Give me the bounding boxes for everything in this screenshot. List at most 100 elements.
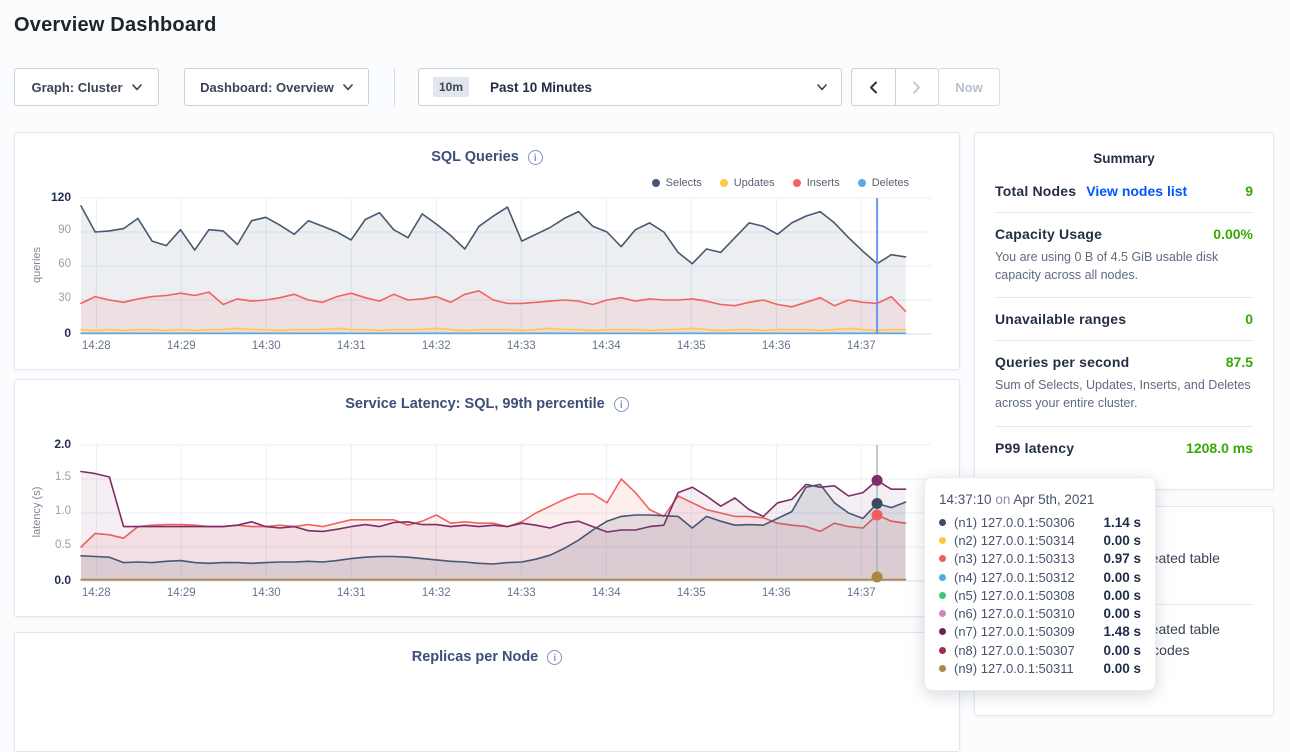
y-axis-tick: 60 <box>21 258 71 270</box>
y-axis-tick: 1.0 <box>21 505 71 517</box>
info-icon[interactable]: i <box>547 650 562 665</box>
series-color-dot <box>939 592 946 599</box>
info-icon[interactable]: i <box>528 150 543 165</box>
chart-title: Replicas per Node <box>412 649 539 665</box>
tooltip-row: (n2) 127.0.0.1:50314 0.00 s <box>939 531 1141 549</box>
toolbar-divider <box>394 68 395 106</box>
node-address: (n4) 127.0.0.1:50312 <box>954 570 1095 585</box>
summary-value: 1208.0 ms <box>1186 440 1253 456</box>
series-color-dot <box>939 610 946 617</box>
x-axis-tick: 14:30 <box>236 587 296 599</box>
x-axis-tick: 14:30 <box>236 340 296 352</box>
node-address: (n1) 127.0.0.1:50306 <box>954 515 1095 530</box>
x-axis-tick: 14:35 <box>661 340 721 352</box>
summary-description: Sum of Selects, Updates, Inserts, and De… <box>995 376 1253 412</box>
now-button[interactable]: Now <box>938 68 1000 106</box>
node-latency-value: 0.00 s <box>1103 643 1141 658</box>
series-color-dot <box>939 647 946 654</box>
tooltip-row: (n1) 127.0.0.1:50306 1.14 s <box>939 513 1141 531</box>
legend-item-selects: Selects <box>652 177 702 189</box>
time-nav-group <box>851 68 939 106</box>
time-back-button[interactable] <box>852 69 896 105</box>
node-latency-value: 0.00 s <box>1103 661 1141 676</box>
page-title: Overview Dashboard <box>14 14 217 37</box>
node-address: (n6) 127.0.0.1:50310 <box>954 606 1095 621</box>
summary-value: 0.00% <box>1213 226 1253 242</box>
chart-legend: Selects Updates Inserts Deletes <box>652 177 909 189</box>
x-axis-tick: 14:34 <box>576 587 636 599</box>
service-latency-plot-area[interactable] <box>81 445 931 581</box>
chevron-down-icon <box>132 84 142 91</box>
time-forward-button[interactable] <box>896 69 939 105</box>
tooltip-timestamp: 14:37:10 on Apr 5th, 2021 <box>939 492 1141 507</box>
y-axis-tick: 0.5 <box>21 539 71 551</box>
summary-description: You are using 0 B of 4.5 GiB usable disk… <box>995 248 1253 284</box>
node-address: (n7) 127.0.0.1:50309 <box>954 624 1095 639</box>
legend-label: Deletes <box>872 177 909 189</box>
time-range-dropdown[interactable]: 10m Past 10 Minutes <box>418 68 842 106</box>
summary-value: 87.5 <box>1226 354 1253 370</box>
info-icon[interactable]: i <box>614 397 629 412</box>
sql-queries-plot-area[interactable] <box>81 198 931 334</box>
y-axis-tick: 30 <box>21 292 71 304</box>
node-address: (n3) 127.0.0.1:50313 <box>954 551 1095 566</box>
replicas-per-node-chart-card: Replicas per Node i <box>14 632 960 752</box>
summary-row-capacity-usage: Capacity Usage 0.00% You are using 0 B o… <box>995 213 1253 298</box>
legend-label: Updates <box>734 177 775 189</box>
x-axis-tick: 14:28 <box>66 587 126 599</box>
series-color-dot <box>939 555 946 562</box>
legend-item-deletes: Deletes <box>858 177 909 189</box>
node-address: (n5) 127.0.0.1:50308 <box>954 588 1095 603</box>
legend-color-dot <box>793 179 801 187</box>
x-axis-tick: 14:37 <box>831 340 891 352</box>
summary-value: 9 <box>1245 183 1253 199</box>
x-axis-tick: 14:36 <box>746 340 806 352</box>
chevron-left-icon <box>869 81 878 94</box>
chart-title: SQL Queries <box>431 149 519 165</box>
node-latency-value: 1.14 s <box>1103 515 1141 530</box>
x-axis-tick: 14:28 <box>66 340 126 352</box>
y-axis-tick: 0.0 <box>21 573 71 587</box>
dashboard-dropdown[interactable]: Dashboard: Overview <box>184 68 369 106</box>
node-address: (n2) 127.0.0.1:50314 <box>954 533 1095 548</box>
graph-dropdown[interactable]: Graph: Cluster <box>14 68 159 106</box>
x-axis-tick: 14:33 <box>491 587 551 599</box>
node-latency-value: 0.97 s <box>1103 551 1141 566</box>
chevron-down-icon <box>817 84 827 91</box>
legend-color-dot <box>720 179 728 187</box>
x-axis-tick: 14:31 <box>321 340 381 352</box>
series-color-dot <box>939 628 946 635</box>
x-axis-tick: 14:36 <box>746 587 806 599</box>
node-latency-value: 0.00 s <box>1103 588 1141 603</box>
chevron-right-icon <box>912 81 921 94</box>
legend-color-dot <box>652 179 660 187</box>
x-axis-tick: 14:37 <box>831 587 891 599</box>
summary-row-p99-latency: P99 latency 1208.0 ms <box>995 427 1253 469</box>
graph-dropdown-label: Graph: Cluster <box>31 80 122 95</box>
summary-label: P99 latency <box>995 440 1074 456</box>
time-range-label: Past 10 Minutes <box>490 80 592 95</box>
summary-row-unavailable-ranges: Unavailable ranges 0 <box>995 298 1253 341</box>
legend-color-dot <box>858 179 866 187</box>
node-latency-value: 0.00 s <box>1103 570 1141 585</box>
summary-label: Queries per second <box>995 354 1129 370</box>
y-axis-tick: 120 <box>21 190 71 204</box>
tooltip-row: (n8) 127.0.0.1:50307 0.00 s <box>939 641 1141 659</box>
tooltip-row: (n6) 127.0.0.1:50310 0.00 s <box>939 604 1141 622</box>
x-axis-tick: 14:29 <box>151 340 211 352</box>
chart-title: Service Latency: SQL, 99th percentile <box>345 396 605 412</box>
summary-value: 0 <box>1245 311 1253 327</box>
legend-item-inserts: Inserts <box>793 177 840 189</box>
view-nodes-list-link[interactable]: View nodes list <box>1086 183 1187 199</box>
x-axis-tick: 14:32 <box>406 340 466 352</box>
tooltip-row: (n7) 127.0.0.1:503091.48 s <box>939 623 1141 641</box>
legend-label: Inserts <box>807 177 840 189</box>
summary-label: Capacity Usage <box>995 226 1102 242</box>
node-address: (n8) 127.0.0.1:50307 <box>954 643 1095 658</box>
x-axis-tick: 14:34 <box>576 340 636 352</box>
summary-row-total-nodes: Total Nodes View nodes list 9 <box>995 170 1253 213</box>
series-color-dot <box>939 665 946 672</box>
node-latency-value: 0.00 s <box>1103 606 1141 621</box>
x-axis-tick: 14:33 <box>491 340 551 352</box>
node-latency-value: 0.00 s <box>1103 533 1141 548</box>
